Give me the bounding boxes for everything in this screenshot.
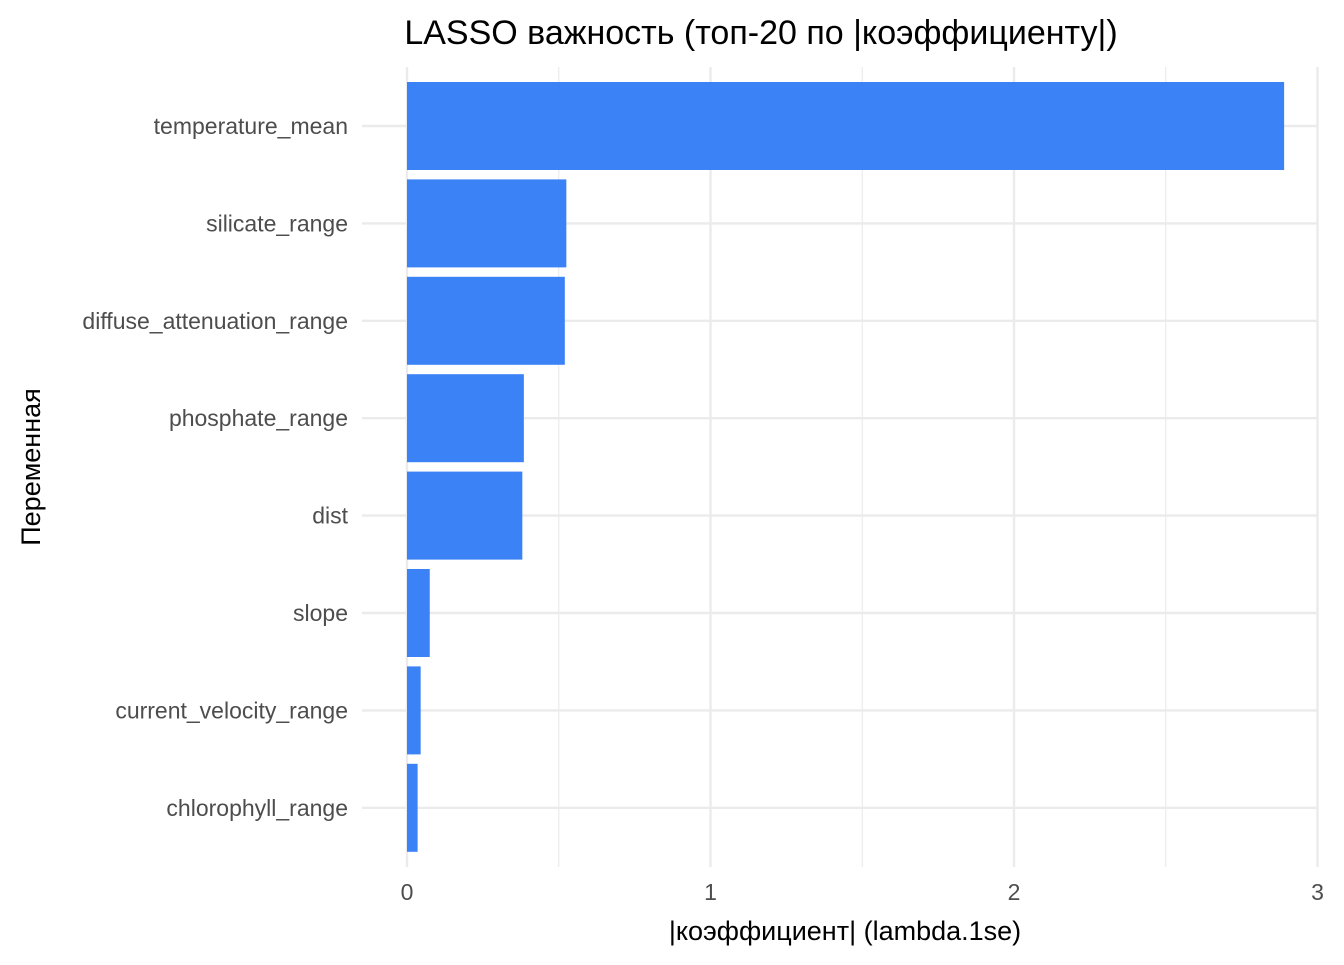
bar-silicate-range [407, 179, 567, 268]
x-axis-title: |коэффициент| (lambda.1se) [669, 916, 1021, 946]
bar-layer [407, 82, 1285, 852]
bar-phosphate-range [407, 374, 524, 463]
y-tick-label: phosphate_range [169, 405, 348, 431]
bar-diffuse-attenuation-range [407, 276, 565, 365]
x-tick-label: 2 [1008, 879, 1021, 905]
bar-temperature-mean [407, 82, 1285, 170]
x-tick-label: 3 [1311, 879, 1324, 905]
y-tick-label: slope [293, 600, 348, 626]
bar-slope [407, 569, 430, 657]
y-tick-label: current_velocity_range [115, 697, 348, 723]
x-tick-label: 1 [704, 879, 717, 905]
y-axis-title: Переменная [16, 388, 46, 546]
y-tick-label: silicate_range [206, 210, 348, 236]
y-tick-label: dist [312, 503, 348, 529]
bar-dist [407, 471, 523, 560]
y-tick-label: diffuse_attenuation_range [82, 308, 348, 334]
bar-chlorophyll-range [407, 763, 418, 852]
chart-title: LASSO важность (топ-20 по |коэффициенту|… [404, 14, 1117, 52]
y-tick-label: chlorophyll_range [166, 795, 348, 821]
label-layer: temperature_mean silicate_range diffuse_at… [82, 113, 1323, 905]
bar-current-velocity-range [407, 666, 421, 755]
y-tick-label: temperature_mean [154, 113, 348, 139]
x-tick-label: 0 [401, 879, 414, 905]
